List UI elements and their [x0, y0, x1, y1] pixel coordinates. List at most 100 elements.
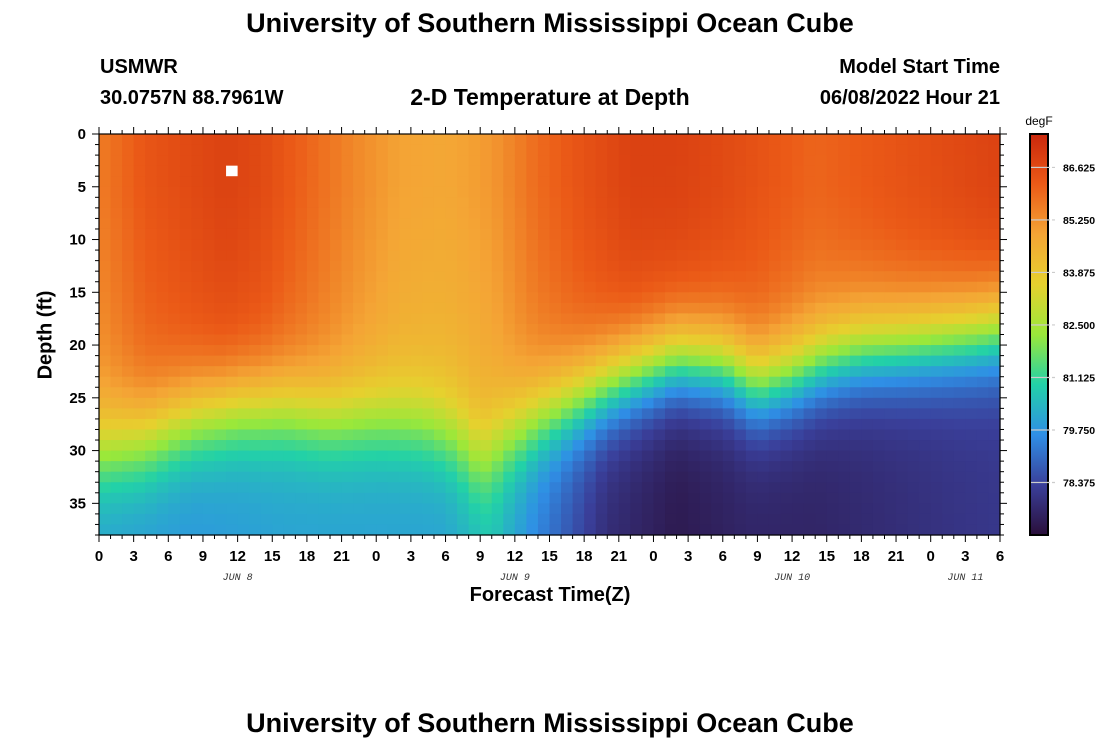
heatmap-cell	[976, 482, 990, 494]
heatmap-cell	[907, 429, 920, 441]
heatmap-cell	[607, 292, 620, 304]
heatmap-cell	[988, 323, 1001, 336]
heatmap-cell	[942, 302, 955, 314]
heatmap-cell	[607, 271, 620, 283]
heatmap-cell	[607, 524, 620, 536]
heatmap-cell	[330, 271, 343, 283]
heatmap-cell	[861, 176, 874, 188]
heatmap-cell	[930, 228, 943, 241]
heatmap-cell	[988, 144, 1001, 156]
heatmap-cell	[618, 228, 631, 241]
heatmap-cell	[849, 429, 862, 441]
heatmap-cell	[410, 218, 424, 230]
heatmap-cell	[896, 165, 909, 177]
heatmap-cell	[526, 482, 539, 494]
heatmap-cell	[953, 492, 966, 504]
heatmap-cell	[792, 165, 805, 177]
heatmap-cell	[803, 302, 816, 314]
heatmap-cell	[330, 323, 343, 336]
heatmap-cell	[872, 503, 886, 515]
heatmap-cell	[237, 461, 250, 473]
heatmap-cell	[445, 397, 458, 409]
heatmap-cell	[965, 345, 978, 357]
heatmap-cell	[445, 450, 458, 462]
heatmap-cell	[641, 461, 655, 473]
heatmap-cell	[514, 323, 527, 336]
heatmap-cell	[919, 134, 932, 146]
heatmap-cell	[468, 239, 481, 251]
heatmap-cell	[734, 492, 747, 504]
heatmap-cell	[699, 355, 712, 367]
heatmap-cell	[838, 492, 851, 504]
heatmap-cell	[930, 524, 943, 536]
heatmap-cell	[387, 450, 400, 462]
heatmap-cell	[930, 218, 943, 230]
heatmap-cell	[283, 397, 296, 409]
heatmap-cell	[330, 408, 343, 420]
heatmap-cell	[191, 450, 204, 462]
heatmap-cell	[445, 376, 458, 388]
heatmap-cell	[872, 355, 886, 367]
heatmap-cell	[503, 450, 516, 462]
heatmap-cell	[306, 165, 320, 177]
heatmap-cell	[168, 408, 181, 420]
heatmap-cell	[376, 334, 389, 346]
heatmap-cell	[133, 440, 146, 452]
heatmap-cell	[699, 482, 712, 494]
heatmap-cell	[549, 513, 562, 526]
heatmap-cell	[641, 513, 655, 526]
heatmap-cell	[745, 440, 759, 452]
heatmap-cell	[526, 281, 539, 293]
heatmap-cell	[699, 134, 712, 146]
heatmap-cell	[318, 186, 331, 198]
heatmap-cell	[665, 165, 678, 177]
heatmap-cell	[260, 376, 273, 388]
heatmap-cell	[330, 250, 343, 262]
heatmap-cell	[445, 250, 458, 262]
heatmap-cell	[433, 355, 447, 367]
heatmap-cell	[584, 461, 597, 473]
heatmap-cell	[930, 144, 943, 156]
y-tick-label: 5	[78, 179, 86, 196]
heatmap-cell	[630, 144, 643, 156]
heatmap-cell	[942, 165, 955, 177]
heatmap-cell	[202, 155, 216, 167]
heatmap-cell	[734, 228, 747, 241]
heatmap-cell	[688, 471, 701, 483]
heatmap-cell	[110, 482, 123, 494]
heatmap-cell	[711, 334, 724, 346]
heatmap-cell	[838, 366, 851, 378]
heatmap-cell	[953, 165, 966, 177]
heatmap-cell	[780, 397, 793, 409]
heatmap-cell	[480, 408, 493, 420]
heatmap-cell	[168, 207, 181, 220]
heatmap-cell	[653, 302, 666, 314]
heatmap-cell	[433, 440, 447, 452]
heatmap-cell	[364, 134, 377, 146]
heatmap-cell	[641, 250, 655, 262]
heatmap-cell	[110, 165, 123, 177]
heatmap-cell	[341, 239, 354, 251]
heatmap-cell	[445, 134, 458, 146]
heatmap-cell	[341, 345, 354, 357]
heatmap-cell	[491, 207, 504, 220]
heatmap-cell	[734, 397, 747, 409]
heatmap-cell	[711, 134, 724, 146]
heatmap-cell	[537, 281, 551, 293]
heatmap-cell	[260, 197, 273, 209]
heatmap-cell	[849, 482, 862, 494]
heatmap-cell	[653, 492, 666, 504]
heatmap-cell	[537, 376, 551, 388]
heatmap-cell	[930, 186, 943, 198]
heatmap-cell	[376, 461, 389, 473]
heatmap-cell	[145, 313, 158, 325]
heatmap-cell	[595, 471, 608, 483]
heatmap-cell	[353, 408, 366, 420]
heatmap-cell	[849, 376, 862, 388]
heatmap-cell	[711, 218, 724, 230]
heatmap-cell	[907, 260, 920, 272]
heatmap-cell	[480, 165, 493, 177]
heatmap-cell	[226, 450, 239, 462]
heatmap-cell	[537, 292, 551, 304]
heatmap-cell	[861, 492, 874, 504]
